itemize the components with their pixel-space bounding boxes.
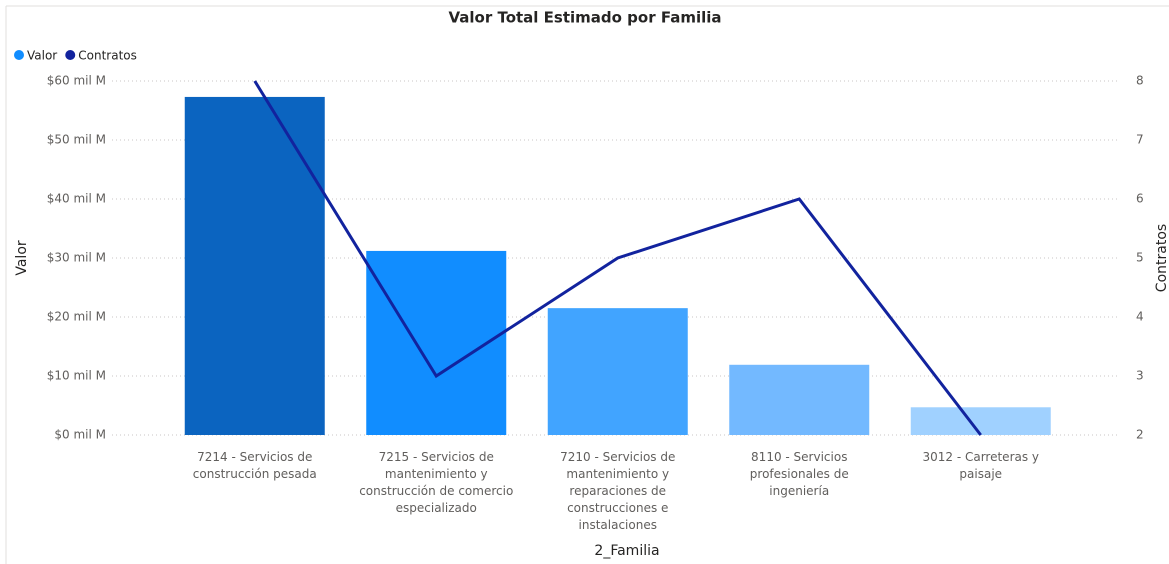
- bar: [366, 250, 507, 435]
- legend-label: Contratos: [78, 49, 137, 63]
- y-tick-label: $40 mil M: [47, 192, 106, 206]
- bar: [910, 407, 1051, 435]
- x-tick-label: 7214 - Servicios de construcción pesada: [192, 450, 317, 481]
- y2-tick-label: 6: [1136, 192, 1144, 206]
- y-tick-label: $0 mil M: [54, 428, 106, 442]
- y2-tick-label: 5: [1136, 251, 1144, 265]
- y-tick-label: $20 mil M: [47, 310, 106, 324]
- y2-tick-label: 2: [1136, 428, 1144, 442]
- bar: [729, 364, 870, 435]
- y2-axis-title: Contratos: [1154, 224, 1169, 292]
- chart-title: Valor Total Estimado por Familia: [448, 9, 721, 27]
- y2-tick-label: 7: [1136, 133, 1144, 147]
- y-tick-label: $30 mil M: [47, 251, 106, 265]
- x-tick-label: 7210 - Servicios de mantenimiento y repa…: [560, 450, 676, 532]
- x-tick-label: 7215 - Servicios de mantenimiento y cons…: [359, 450, 514, 515]
- y2-tick-label: 3: [1136, 369, 1144, 383]
- x-tick-label: 8110 - Servicios profesionales de ingeni…: [749, 450, 849, 498]
- y-tick-label: $60 mil M: [47, 74, 106, 88]
- y-axis-title: Valor: [14, 240, 30, 276]
- y2-tick-label: 4: [1136, 310, 1144, 324]
- y-tick-label: $50 mil M: [47, 133, 106, 147]
- bar: [184, 96, 325, 436]
- legend-marker: [65, 50, 76, 60]
- line: [253, 80, 982, 436]
- x-tick-label: 3012 - Carreteras y paisaje: [922, 450, 1040, 481]
- legend-marker: [14, 50, 24, 60]
- y-tick-label: $10 mil M: [47, 369, 106, 383]
- bar: [547, 308, 688, 435]
- y2-tick-label: 8: [1136, 74, 1144, 88]
- legend-label: Valor: [27, 49, 57, 63]
- x-axis-title: 2_Familia: [594, 543, 659, 559]
